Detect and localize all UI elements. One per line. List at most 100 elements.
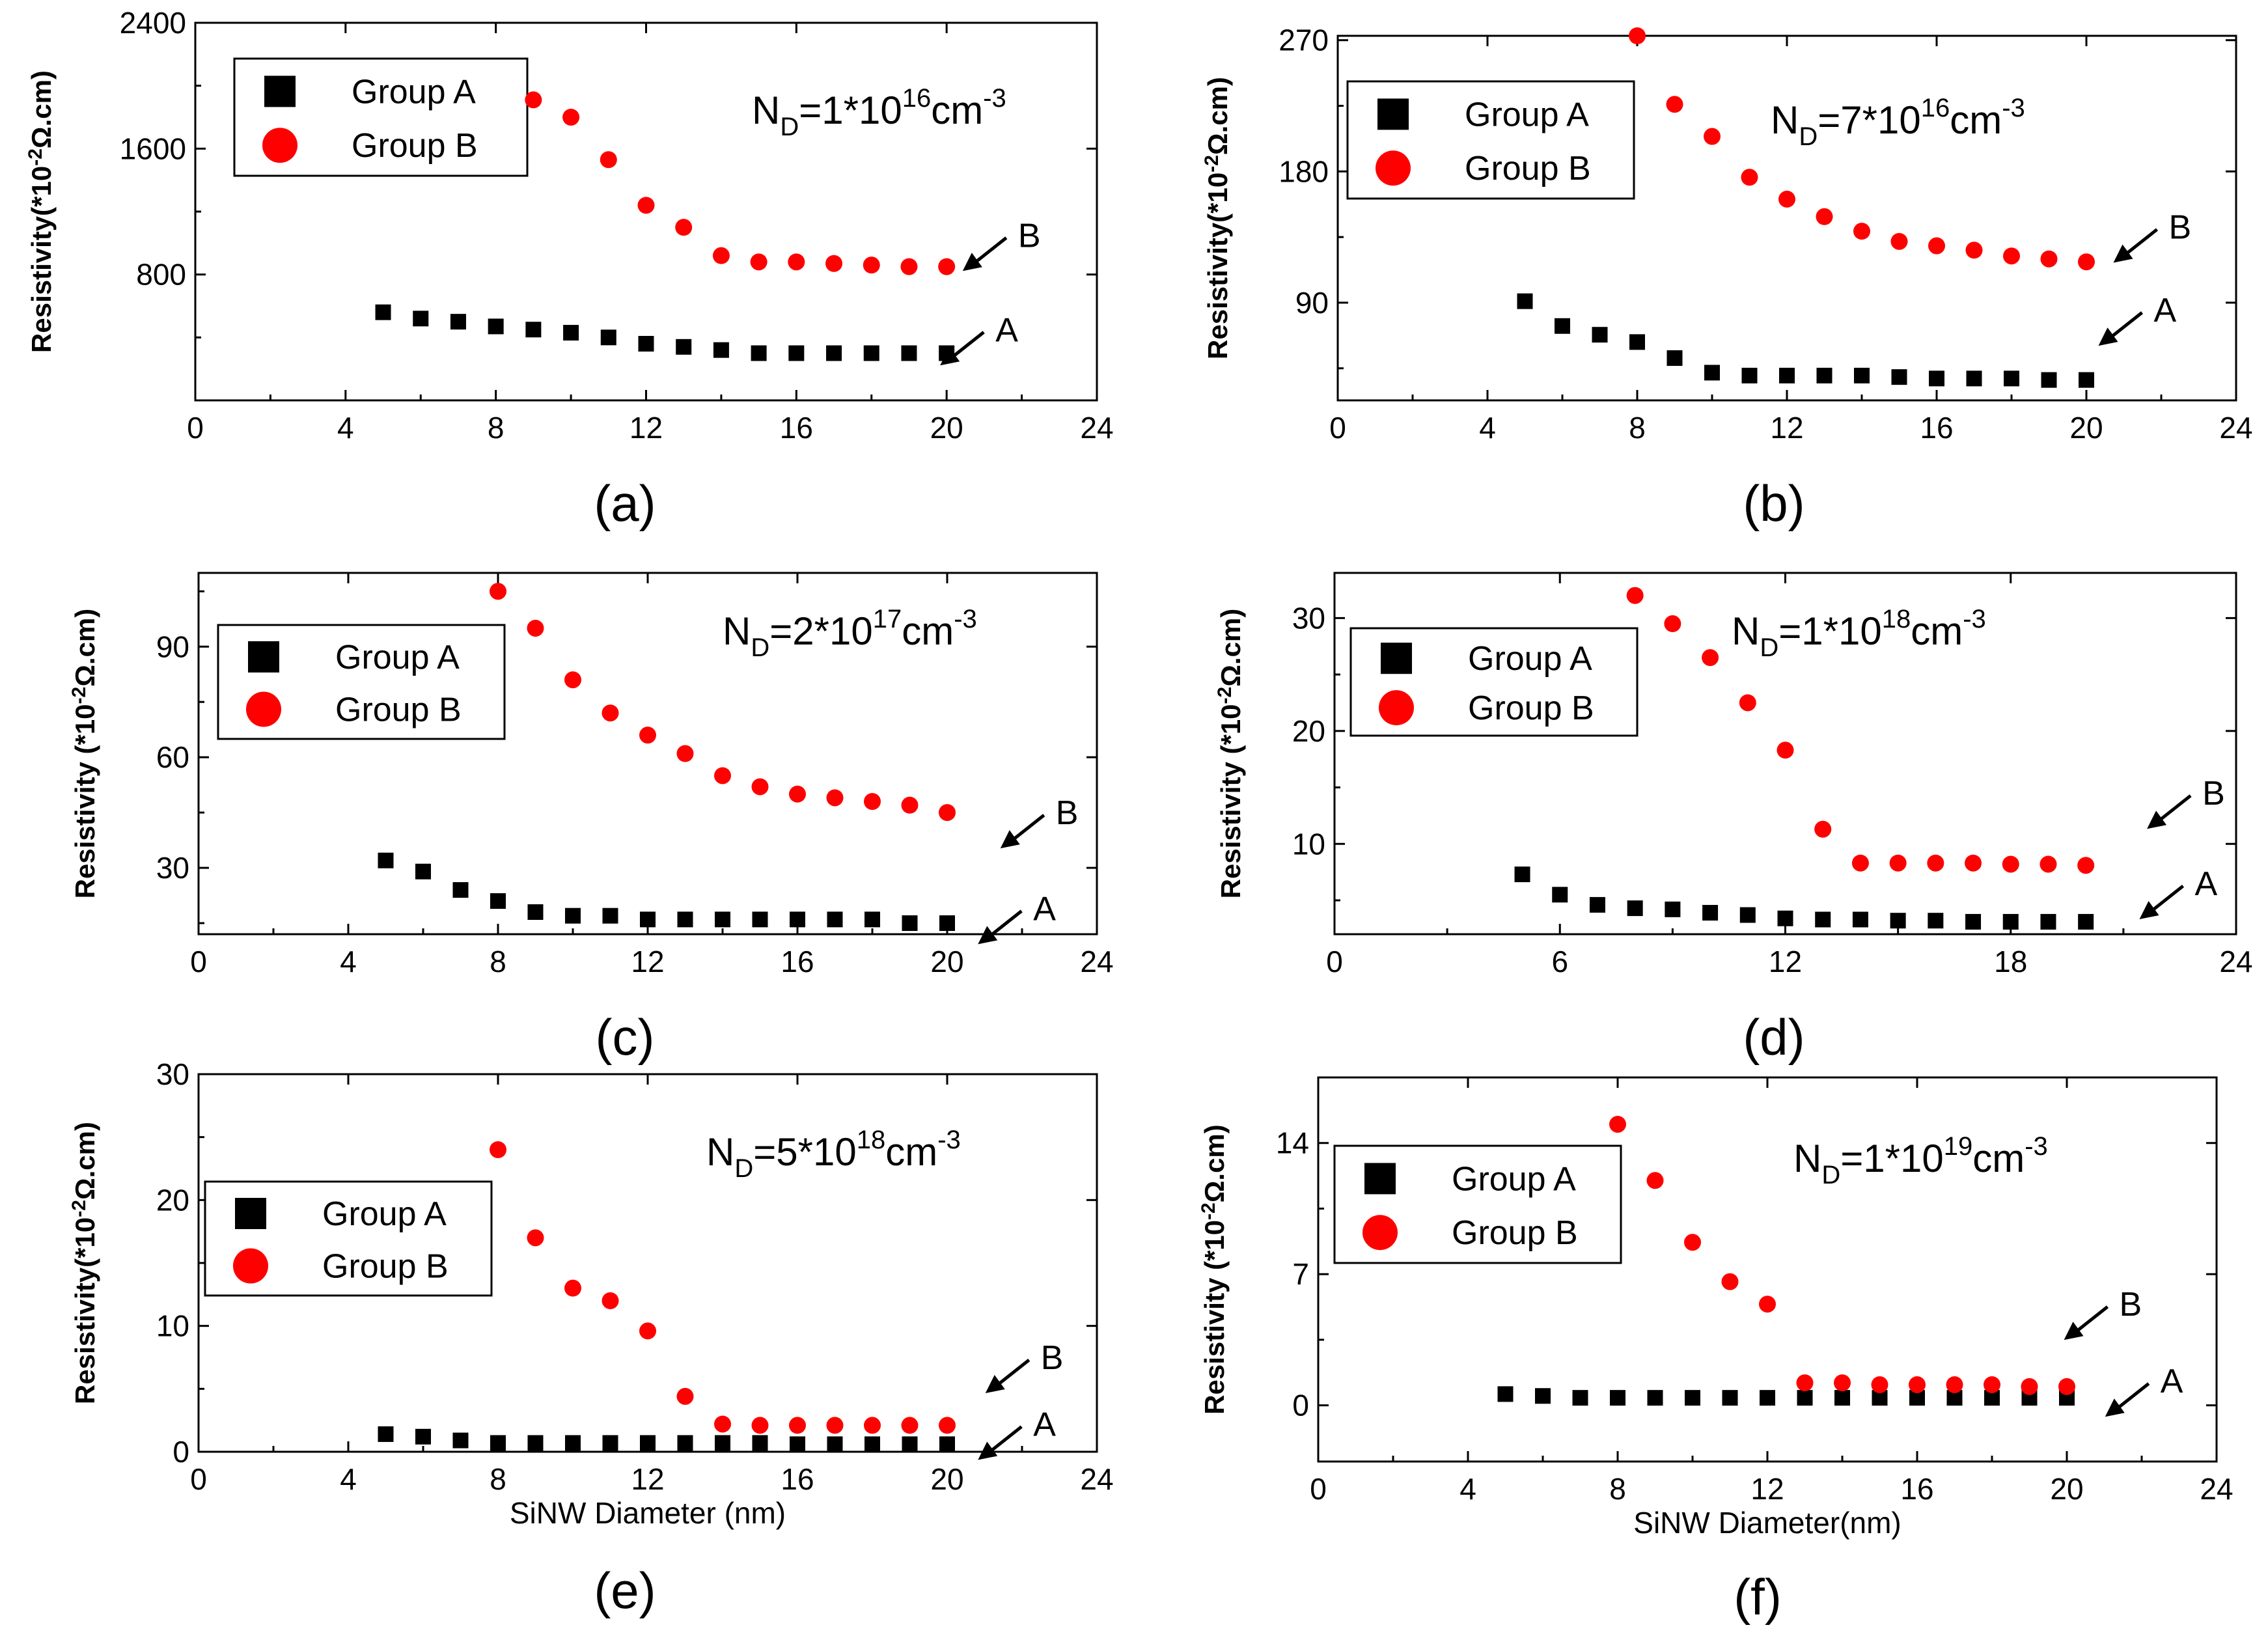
point-group-a [676, 339, 692, 355]
point-group-a [1854, 367, 1870, 383]
point-group-a [527, 1435, 544, 1451]
point-group-b [1684, 1234, 1701, 1251]
point-group-a [788, 345, 805, 361]
arrow-head [2098, 327, 2118, 346]
panel-e: 0 4 8 12 16 20 24 0 10 20 30 Resistivity(*10-2Ω.cm)… [68, 1057, 1114, 1619]
x-tick-label: 12 [631, 1462, 664, 1496]
point-group-b [1871, 1376, 1888, 1393]
point-group-a [715, 911, 730, 928]
point-group-b [863, 256, 880, 274]
point-group-b [864, 1417, 881, 1434]
point-group-a [1517, 293, 1533, 309]
arrow-head [2147, 811, 2167, 829]
point-group-b [1927, 854, 1944, 872]
point-group-a [901, 345, 917, 361]
point-group-a [640, 911, 656, 928]
y-tick-label: 2400 [120, 6, 186, 40]
legend: Group A Group B [1346, 80, 1635, 200]
point-group-b [527, 619, 544, 637]
point-group-a [450, 314, 466, 330]
point-group-b [676, 745, 694, 762]
point-group-b [1664, 615, 1681, 633]
point-group-a [1741, 367, 1758, 383]
marker-label-b: B [2202, 775, 2225, 812]
point-group-a [488, 318, 504, 335]
point-group-a [602, 1435, 618, 1451]
y-axis-label: Resistivity (*10-2Ω.cm) [68, 609, 100, 899]
marker-label-a: A [2154, 292, 2177, 329]
y-tick-label: 14 [1276, 1126, 1309, 1160]
x-tick-label: 16 [781, 945, 814, 978]
point-group-a [1929, 370, 1944, 387]
point-group-b [714, 767, 731, 784]
legend-label-group-a: Group A [1452, 1160, 1576, 1198]
legend: Group A Group B [204, 1180, 493, 1297]
point-group-b [1759, 1296, 1776, 1313]
point-group-a [602, 908, 618, 924]
x-tick-label: 24 [1080, 411, 1113, 445]
point-group-b [2002, 855, 2019, 873]
arrow-a [986, 1425, 1023, 1456]
point-group-a [490, 1435, 506, 1451]
y-tick-label: 0 [173, 1435, 189, 1469]
legend: Group A Group B [1349, 627, 1639, 737]
point-group-a [1928, 913, 1944, 929]
point-group-a [864, 1436, 880, 1452]
arrow-head [2113, 244, 2133, 263]
point-group-a [452, 882, 469, 898]
point-group-b [525, 91, 542, 109]
panel-d: 0 6 12 18 24 10 20 30 Resistivity (*10-2Ω.cm) (d)… [1214, 572, 2253, 1066]
point-group-a [902, 1436, 918, 1452]
point-group-a [1852, 911, 1868, 928]
point-group-a [1627, 900, 1643, 917]
point-group-b [901, 796, 919, 814]
legend: Group A Group B [217, 624, 506, 740]
legend-marker-group-a [1377, 98, 1409, 130]
arrow-head [962, 253, 982, 271]
point-group-b [1609, 1115, 1626, 1133]
point-group-a [1704, 365, 1720, 381]
point-group-b [600, 151, 617, 169]
point-group-a [2004, 370, 2019, 387]
point-group-a [1891, 369, 1907, 385]
point-group-b [1853, 223, 1870, 240]
point-group-b [788, 253, 805, 271]
point-group-b [639, 727, 656, 744]
x-tick-label: 0 [1329, 411, 1346, 445]
point-group-a [751, 345, 767, 361]
point-group-a [1816, 367, 1832, 383]
marker-label-b: B [1056, 794, 1079, 832]
x-axis-label: SiNW Diameter (nm) [510, 1496, 786, 1530]
legend-marker-group-b [1362, 1215, 1398, 1251]
point-group-a [752, 1435, 768, 1451]
marker-label-b: B [1041, 1339, 1064, 1377]
point-group-b [901, 1417, 919, 1434]
point-group-b [1702, 649, 1719, 667]
x-tick-label: 6 [1551, 945, 1568, 978]
legend-marker-group-a [1381, 643, 1412, 674]
arrow-head [978, 1441, 998, 1460]
x-tick-label: 8 [490, 945, 506, 978]
arrow-b [1008, 814, 1045, 844]
point-group-b [490, 1141, 506, 1158]
point-group-b [2058, 1378, 2075, 1395]
point-group-a [1555, 318, 1570, 334]
point-group-a [1685, 1390, 1700, 1406]
point-group-a [1572, 1390, 1588, 1406]
point-group-a [827, 911, 843, 928]
legend-marker-group-a [235, 1198, 266, 1229]
point-group-b [2021, 1378, 2038, 1395]
y-tick-label: 20 [1292, 714, 1325, 748]
point-group-b [1646, 1172, 1664, 1189]
y-tick-label: 30 [156, 1057, 189, 1091]
point-group-a [2078, 913, 2094, 930]
x-tick-label: 8 [488, 411, 505, 445]
point-group-a [375, 304, 391, 320]
arrow-head [2064, 1322, 2084, 1340]
point-group-a [1797, 1390, 1813, 1406]
x-tick-label: 20 [2050, 1472, 2083, 1506]
point-group-a [1722, 1390, 1738, 1406]
legend-label-group-a: Group A [335, 639, 460, 676]
point-group-a [2040, 913, 2056, 930]
